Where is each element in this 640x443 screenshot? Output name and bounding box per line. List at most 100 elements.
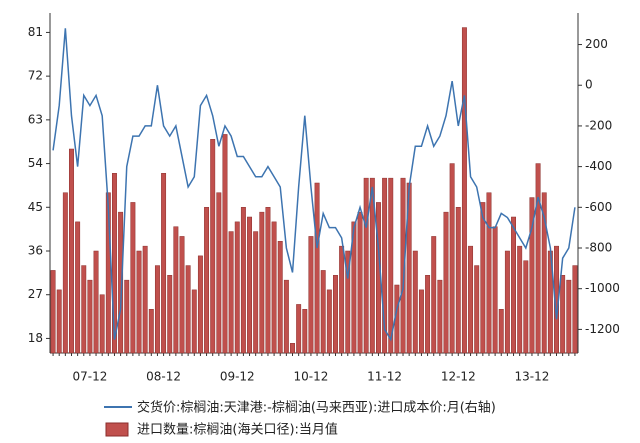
bar [62, 192, 68, 354]
y2-tick-label: -200 [585, 118, 612, 132]
bar [431, 236, 437, 354]
legend-label: 交货价:棕榈油:天津港:-棕榈油(马来西亚):进口成本价:月(右轴) [137, 400, 496, 416]
y-tick-label: 27 [28, 287, 43, 301]
bar [363, 177, 369, 354]
bar [87, 279, 93, 354]
bar [320, 270, 326, 354]
line [52, 28, 576, 342]
y2-tick-label: -600 [585, 200, 612, 214]
bar [185, 265, 191, 354]
bar [566, 279, 572, 354]
bar [302, 309, 308, 354]
x-tick-label: 12-12 [441, 370, 476, 384]
bar [437, 279, 443, 354]
bar [400, 177, 406, 354]
bar [541, 192, 547, 354]
bar [259, 211, 265, 354]
y2-tick-label: -1000 [585, 281, 620, 295]
bar [382, 177, 388, 354]
y2-tick-label: -1200 [585, 322, 620, 336]
bar [271, 221, 277, 354]
bar [412, 250, 418, 354]
bar [345, 250, 351, 354]
bar [369, 177, 375, 354]
bar [148, 309, 154, 354]
bar [154, 265, 160, 354]
bar [112, 173, 117, 354]
y2-tick-label: 0 [585, 78, 593, 92]
bar [69, 148, 74, 354]
bar [56, 289, 62, 354]
bar [351, 221, 357, 354]
y-tick-label: 18 [28, 331, 43, 345]
x-tick-label: 10-12 [293, 370, 328, 384]
bar [523, 260, 529, 354]
y-tick-label: 54 [28, 156, 43, 170]
bar [560, 275, 566, 354]
bar [535, 163, 541, 354]
bar [167, 275, 173, 354]
bar [314, 182, 320, 354]
bar [142, 245, 148, 354]
bar [492, 226, 498, 354]
bar [474, 265, 480, 354]
bar [277, 241, 283, 354]
bar [99, 294, 105, 354]
x-tick-label: 13-12 [515, 370, 550, 384]
bar [290, 343, 295, 354]
bar [333, 275, 338, 354]
bar [455, 207, 461, 354]
y-tick-label: 45 [28, 200, 43, 214]
x-tick-label: 07-12 [72, 370, 107, 384]
bar [517, 245, 523, 354]
bar [191, 289, 197, 354]
bar [296, 304, 302, 354]
bar [234, 221, 240, 354]
bar [130, 202, 136, 354]
bar [388, 177, 394, 354]
x-tick-label: 08-12 [146, 370, 181, 384]
y-tick-label: 36 [28, 244, 43, 258]
bar [468, 245, 474, 354]
bar [449, 163, 455, 354]
bar [461, 27, 467, 354]
bar [197, 255, 203, 354]
bar [50, 270, 56, 354]
x-tick-label: 11-12 [367, 370, 402, 384]
bar [179, 236, 185, 354]
y2-tick-label: 200 [585, 37, 608, 51]
bar [529, 197, 535, 354]
bar [425, 275, 431, 354]
bar [308, 236, 314, 354]
y-tick-label: 63 [28, 112, 43, 126]
bar [504, 250, 510, 354]
bar [498, 309, 504, 354]
bar [339, 245, 345, 354]
bar [480, 202, 486, 354]
bar [247, 216, 252, 354]
bar [216, 192, 222, 354]
y-tick-label: 72 [28, 69, 43, 83]
bar [357, 211, 363, 354]
bar [136, 250, 142, 354]
bar [326, 289, 332, 354]
bar [486, 192, 492, 354]
bar [210, 139, 216, 354]
bar [265, 207, 271, 354]
bar [240, 207, 246, 354]
y2-tick-label: -400 [585, 159, 612, 173]
bar [173, 226, 179, 354]
x-tick-label: 09-12 [220, 370, 255, 384]
bar [105, 192, 111, 354]
bar [75, 221, 81, 354]
bar [118, 211, 124, 354]
bar [161, 173, 167, 354]
bar [572, 265, 578, 354]
bar [81, 265, 87, 354]
bar [228, 231, 234, 354]
bar [253, 231, 259, 354]
bar [93, 250, 99, 354]
y2-tick-label: -800 [585, 241, 612, 255]
bar [124, 279, 130, 354]
